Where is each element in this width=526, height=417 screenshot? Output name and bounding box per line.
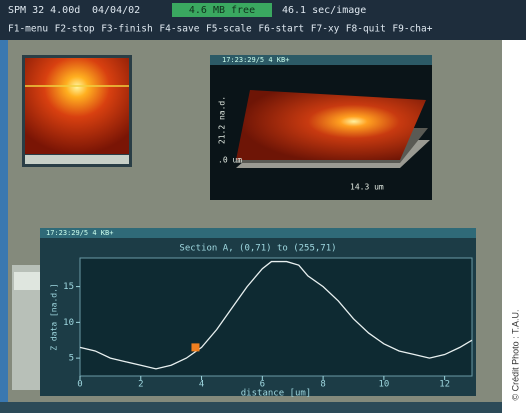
date-label: 04/04/02 — [92, 5, 140, 16]
function-key: F1-menu — [8, 24, 48, 35]
height-image — [25, 58, 129, 154]
x-tick-label: 10 — [378, 380, 389, 390]
x-tick-label: 4 — [199, 380, 204, 390]
scan-time: 46.1 sec/image — [282, 5, 366, 16]
y-tick-label: 15 — [63, 282, 74, 292]
status-bar — [0, 402, 526, 413]
image-status — [25, 155, 129, 164]
credit: © Crédit Photo : T.A.U. — [510, 309, 520, 400]
function-key: F4-save — [159, 24, 199, 35]
x-tick-label: 12 — [439, 380, 450, 390]
screen: SPM 32 4.00d 04/04/02 4.6 MB free 46.1 s… — [0, 0, 526, 413]
function-key: F2-stop — [55, 24, 95, 35]
plot-area — [80, 258, 472, 376]
x-tick-label: 2 — [138, 380, 143, 390]
left-edge — [0, 40, 8, 413]
cursor — [191, 343, 199, 351]
memory-label: 4.6 MB free — [189, 5, 255, 16]
y-tick-label: 5 — [69, 354, 74, 364]
function-key: F7-xy — [311, 24, 340, 35]
x-tick-label: 6 — [260, 380, 265, 390]
function-key: F8-quit — [346, 24, 386, 35]
side-panel — [14, 272, 40, 290]
function-key: F3-finish — [101, 24, 152, 35]
function-key: F9-cha+ — [392, 24, 432, 35]
x-tick-label: 8 — [320, 380, 325, 390]
function-keys: F1-menu F2-stop F3-finish F4-save F5-scale F6… — [8, 24, 433, 35]
y-axis-label: Z data [na.d.] — [50, 283, 59, 350]
origin-label: .0 um — [218, 156, 242, 165]
z-label: 21.2 na.d. — [218, 96, 227, 144]
chart-title: Section A, (0,71) to (255,71) — [179, 244, 336, 254]
function-key: F6-start — [258, 24, 304, 35]
x-axis-label: distance [um] — [241, 389, 311, 399]
software-label: SPM 32 4.00d — [8, 5, 80, 16]
function-key: F5-scale — [206, 24, 252, 35]
x-tick-label: 0 — [77, 380, 82, 390]
window-3d-title: 17:23:29/5 4 KB+ — [222, 56, 289, 64]
extent-label: 14.3 um — [350, 183, 384, 192]
surface-3d — [236, 90, 426, 160]
y-tick-label: 10 — [63, 318, 74, 328]
section-window-title: 17:23:29/5 4 KB+ — [46, 229, 113, 237]
